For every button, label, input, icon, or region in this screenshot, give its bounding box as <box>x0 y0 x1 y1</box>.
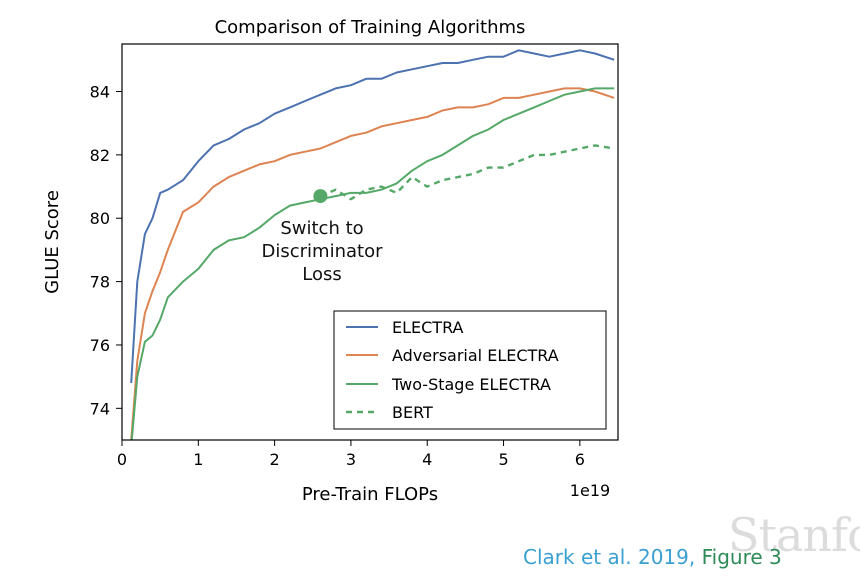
y-tick-label: 84 <box>90 83 110 102</box>
series-line-adversarial-electra <box>130 87 615 440</box>
annotation-line-3: Loss <box>302 264 341 285</box>
citation-link[interactable]: Clark et al. 2019, <box>523 545 702 569</box>
ticks-layer: 0 1 2 3 4 5 6 74 76 78 80 82 84 <box>90 83 585 469</box>
series-layer <box>130 49 615 440</box>
chart-title: Comparison of Training Algorithms <box>215 17 526 38</box>
x-tick-label: 0 <box>117 450 127 469</box>
legend-label-two-stage-electra: Two-Stage ELECTRA <box>391 375 551 394</box>
citation-figure: Figure 3 <box>701 545 782 569</box>
legend: ELECTRA Adversarial ELECTRA Two-Stage EL… <box>333 310 607 430</box>
stanford-watermark: Stanfo <box>728 508 860 562</box>
x-tick-label: 2 <box>270 450 280 469</box>
y-tick-label: 74 <box>90 399 110 418</box>
legend-box <box>333 310 607 430</box>
series-line-electra <box>130 49 615 384</box>
x-tick-label: 6 <box>575 450 585 469</box>
series-line-bert <box>319 144 615 201</box>
y-tick-label: 82 <box>90 146 110 165</box>
citation: Clark et al. 2019, Figure 3 <box>523 545 782 569</box>
y-tick-label: 80 <box>90 209 110 228</box>
plot-frame <box>121 43 619 441</box>
legend-label-electra: ELECTRA <box>392 318 464 337</box>
legend-label-adversarial-electra: Adversarial ELECTRA <box>392 346 559 365</box>
annotation-line-2: Discriminator <box>262 241 384 262</box>
y-tick-label: 76 <box>90 336 110 355</box>
y-tick-label: 78 <box>90 273 110 292</box>
legend-label-bert: BERT <box>392 403 433 422</box>
x-scale-label: 1e19 <box>570 481 610 500</box>
switch-annotation: Switch to Discriminator Loss <box>262 189 384 285</box>
annotation-line-1: Switch to <box>280 218 363 239</box>
x-tick-label: 4 <box>422 450 432 469</box>
switch-point-marker <box>313 189 328 204</box>
y-axis-label: GLUE Score <box>42 190 63 294</box>
x-axis-label: Pre-Train FLOPs <box>302 484 438 505</box>
series-line-two-stage-electra <box>130 87 615 440</box>
x-tick-label: 5 <box>498 450 508 469</box>
x-tick-label: 3 <box>346 450 356 469</box>
x-tick-label: 1 <box>193 450 203 469</box>
